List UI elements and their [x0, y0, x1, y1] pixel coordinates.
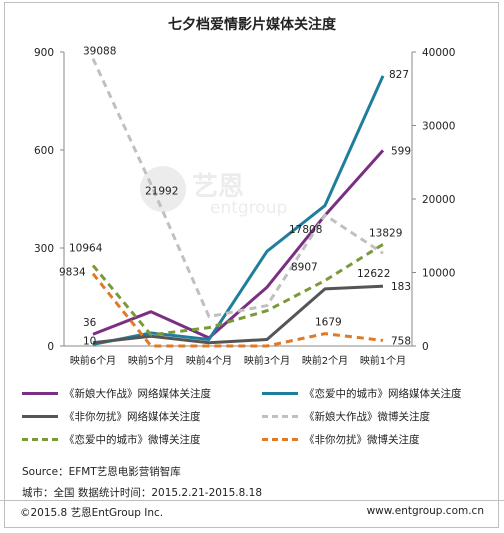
series-line-2 [92, 284, 384, 345]
data-label: 10 [83, 336, 96, 348]
copyright: ©2015.8 艺恩EntGroup Inc. [20, 507, 164, 519]
data-label: 21992 [145, 185, 178, 197]
left-tick-label: 600 [34, 145, 54, 157]
legend-swatch [22, 392, 58, 395]
legend-label: 《恋爱中的城市》微博关注度 [64, 434, 201, 446]
series-line-4 [91, 243, 384, 337]
legend-item: 《非你勿扰》网络媒体关注度 [22, 409, 201, 424]
x-tick-label: 映前3个月 [244, 354, 290, 367]
left-tick-label: 0 [47, 341, 54, 353]
series-line-1 [92, 75, 385, 346]
x-tick-label: 映前4个月 [186, 354, 232, 367]
right-tick-label: 20000 [422, 194, 455, 206]
series-line-5 [91, 272, 384, 348]
line-chart: 0 300 600 900 0 10000 20000 30000 40000 映前6个月 映前5个… [34, 46, 455, 367]
legend-label: 《新娘大作战》微博关注度 [304, 411, 430, 423]
footer: ©2015.8 艺恩EntGroup Inc. www.entgroup.com… [0, 500, 504, 521]
legend-label: 《非你勿扰》微博关注度 [304, 434, 420, 446]
right-tick-label: 0 [422, 341, 429, 353]
data-label: 1679 [315, 317, 342, 329]
data-label: 599 [391, 145, 411, 157]
legend-label: 《恋爱中的城市》网络媒体关注度 [304, 388, 462, 400]
legend-item: 《恋爱中的城市》微博关注度 [22, 432, 201, 447]
left-tick-label: 900 [34, 47, 54, 59]
series-line-3 [91, 58, 384, 319]
right-tick-label: 40000 [422, 47, 455, 59]
website-url[interactable]: www.entgroup.com.cn [366, 505, 484, 517]
x-tick-label: 映前5个月 [128, 354, 174, 367]
legend-item: 《非你勿扰》微博关注度 [262, 432, 420, 447]
x-tick-label: 映前2个月 [302, 354, 348, 367]
right-tick-label: 30000 [422, 121, 455, 133]
legend-swatch [262, 415, 298, 418]
data-label: 39088 [83, 46, 116, 58]
legend-label: 《非你勿扰》网络媒体关注度 [64, 411, 201, 423]
data-label: 9834 [59, 267, 86, 279]
legend-item: 《新娘大作战》网络媒体关注度 [22, 386, 211, 401]
data-label: 827 [389, 69, 409, 81]
x-tick-label: 映前1个月 [360, 354, 406, 367]
right-tick-label: 10000 [422, 268, 455, 280]
legend-swatch [262, 438, 298, 441]
data-label: 758 [391, 335, 411, 347]
data-label: 13829 [369, 227, 402, 239]
source-note: Source：EFMT艺恩电影营销智库 [22, 466, 181, 478]
data-label: 36 [83, 317, 97, 329]
data-label: 10964 [69, 242, 103, 254]
legend-item: 《恋爱中的城市》网络媒体关注度 [262, 386, 462, 401]
period-note: 城市：全国 数据统计时间：2015.2.21-2015.8.18 [22, 487, 263, 499]
legend-swatch [22, 415, 58, 418]
legend-item: 《新娘大作战》微博关注度 [262, 409, 430, 424]
legend-swatch [262, 392, 298, 395]
left-tick-label: 300 [34, 243, 54, 255]
chart-frame [4, 2, 499, 528]
chart-title: 七夕档爱情影片媒体关注度 [168, 17, 336, 33]
legend-label: 《新娘大作战》网络媒体关注度 [64, 388, 211, 400]
data-label: 8907 [291, 262, 318, 274]
legend-swatch [22, 438, 58, 441]
x-tick-label: 映前6个月 [70, 354, 116, 367]
data-label: 12622 [357, 268, 390, 280]
data-label: 17808 [289, 224, 322, 236]
data-label: 183 [391, 281, 411, 293]
